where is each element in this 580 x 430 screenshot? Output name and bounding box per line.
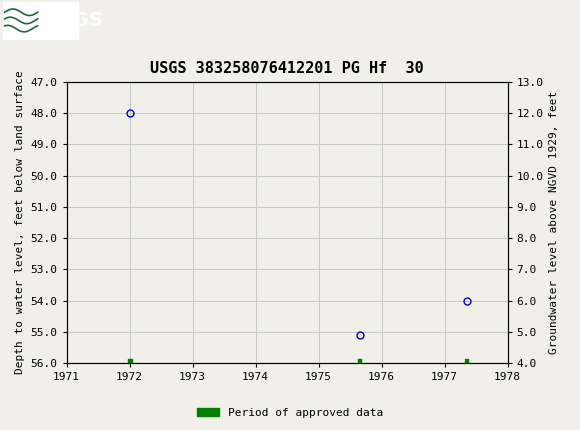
Title: USGS 383258076412201 PG Hf  30: USGS 383258076412201 PG Hf 30 <box>150 61 424 77</box>
Y-axis label: Groundwater level above NGVD 1929, feet: Groundwater level above NGVD 1929, feet <box>549 91 559 354</box>
Y-axis label: Depth to water level, feet below land surface: Depth to water level, feet below land su… <box>15 71 25 375</box>
FancyBboxPatch shape <box>3 2 78 39</box>
Text: USGS: USGS <box>44 11 103 30</box>
Legend: Period of approved data: Period of approved data <box>193 403 387 422</box>
